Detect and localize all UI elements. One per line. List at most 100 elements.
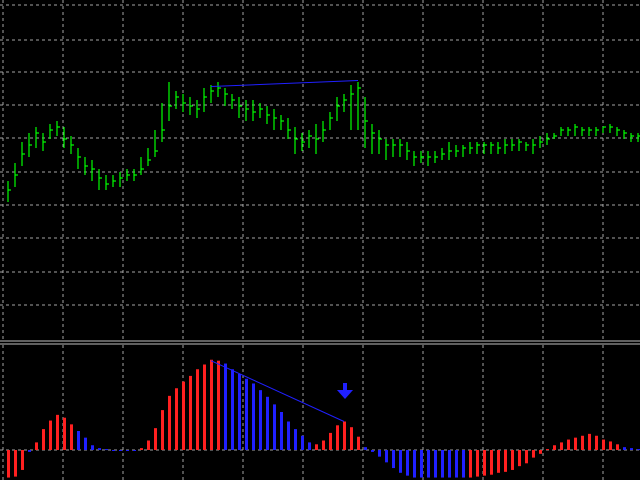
histogram-bar bbox=[462, 450, 465, 478]
histogram-bar bbox=[175, 388, 178, 450]
histogram-bar bbox=[259, 390, 262, 450]
ohlc-bar bbox=[588, 127, 592, 136]
price-chart-pane[interactable] bbox=[0, 0, 640, 340]
ohlc-bar bbox=[210, 85, 214, 103]
histogram-bar bbox=[427, 450, 430, 478]
ohlc-bar bbox=[77, 148, 81, 169]
arrow-head bbox=[337, 390, 353, 399]
ohlc-bar bbox=[154, 130, 158, 157]
ohlc-bar bbox=[434, 151, 438, 163]
ohlc-bars bbox=[7, 82, 640, 202]
ohlc-bar bbox=[469, 142, 473, 154]
histogram-bar bbox=[413, 450, 416, 478]
ohlc-bar bbox=[252, 100, 256, 121]
histogram-bar bbox=[252, 383, 255, 450]
ohlc-bar bbox=[483, 142, 487, 154]
histogram-bar bbox=[350, 427, 353, 450]
ohlc-bar bbox=[126, 169, 130, 181]
pane-separator[interactable] bbox=[0, 340, 640, 345]
histogram-bar bbox=[539, 450, 542, 454]
histogram-bar bbox=[280, 412, 283, 450]
histogram-bar bbox=[518, 450, 521, 467]
ohlc-bar bbox=[63, 127, 67, 148]
histogram-bar bbox=[546, 449, 549, 451]
histogram-bar bbox=[133, 450, 136, 451]
ohlc-bar bbox=[56, 121, 60, 136]
ohlc-bar bbox=[350, 85, 354, 130]
histogram-bar bbox=[490, 450, 493, 475]
ohlc-bar bbox=[301, 133, 305, 151]
histogram-bar bbox=[420, 450, 423, 478]
histogram-bar bbox=[581, 435, 584, 450]
oscillator-histogram bbox=[0, 345, 640, 480]
histogram-bar bbox=[392, 450, 395, 469]
ohlc-bar bbox=[273, 109, 277, 130]
histogram-bar bbox=[196, 369, 199, 450]
histogram-bar bbox=[182, 381, 185, 450]
ohlc-bar bbox=[259, 103, 263, 118]
ohlc-bar bbox=[175, 91, 179, 109]
ohlc-bar bbox=[21, 142, 25, 166]
histogram-bar bbox=[287, 421, 290, 450]
ohlc-bar bbox=[336, 97, 340, 121]
histogram-bar bbox=[70, 424, 73, 450]
ohlc-bar bbox=[448, 142, 452, 160]
ohlc-bar bbox=[308, 130, 312, 148]
histogram-bar bbox=[336, 425, 339, 450]
ohlc-bar bbox=[224, 88, 228, 106]
histogram-bar bbox=[84, 437, 87, 450]
ohlc-bar bbox=[140, 157, 144, 175]
ohlc-bar bbox=[49, 124, 53, 139]
histogram-bar bbox=[630, 448, 633, 450]
ohlc-bar bbox=[196, 100, 200, 118]
ohlc-bar bbox=[329, 112, 333, 130]
histogram-bar bbox=[623, 447, 626, 450]
histogram-bar bbox=[77, 431, 80, 450]
histogram-bar bbox=[105, 449, 108, 451]
histogram-bar bbox=[189, 375, 192, 450]
ohlc-bar bbox=[14, 163, 18, 187]
price-trendline bbox=[210, 80, 359, 87]
oscillator-pane[interactable] bbox=[0, 345, 640, 480]
histogram-bar bbox=[266, 396, 269, 450]
histogram-bar bbox=[399, 450, 402, 473]
ohlc-bar bbox=[287, 118, 291, 139]
histogram-bar bbox=[560, 442, 563, 450]
histogram-bar bbox=[434, 450, 437, 478]
histogram-bar bbox=[588, 433, 591, 450]
ohlc-bar bbox=[399, 139, 403, 157]
histogram-bar bbox=[378, 450, 381, 457]
histogram-bar bbox=[91, 445, 94, 450]
histogram-bar bbox=[238, 374, 241, 450]
ohlc-bar bbox=[602, 126, 606, 133]
histogram-bar bbox=[210, 359, 213, 450]
histogram-bar bbox=[28, 450, 31, 452]
ohlc-bar bbox=[406, 142, 410, 160]
histogram-bar bbox=[231, 369, 234, 450]
ohlc-bar bbox=[182, 94, 186, 112]
ohlc-bar bbox=[161, 103, 165, 142]
ohlc-bar bbox=[462, 145, 466, 157]
histogram-bar bbox=[567, 439, 570, 450]
ohlc-bar bbox=[392, 139, 396, 157]
histogram-bar bbox=[126, 450, 129, 451]
histogram-bar bbox=[497, 450, 500, 473]
histogram-bar bbox=[63, 417, 66, 450]
histogram-bar bbox=[469, 450, 472, 478]
histogram-bar bbox=[161, 410, 164, 450]
ohlc-bar bbox=[7, 181, 11, 202]
ohlc-bar bbox=[231, 94, 235, 109]
histogram-bar bbox=[14, 450, 17, 477]
ohlc-bar bbox=[567, 127, 571, 136]
histogram-bar bbox=[42, 429, 45, 450]
histogram-bar bbox=[224, 363, 227, 450]
ohlc-bar bbox=[364, 97, 368, 148]
ohlc-bar bbox=[539, 136, 543, 148]
ohlc-bar bbox=[504, 139, 508, 154]
oscillator-grid bbox=[0, 345, 640, 480]
histogram-bar bbox=[504, 450, 507, 472]
ohlc-bar bbox=[574, 124, 578, 136]
ohlc-bar bbox=[315, 124, 319, 154]
histogram-bar bbox=[119, 450, 122, 451]
histogram-bar bbox=[595, 435, 598, 450]
